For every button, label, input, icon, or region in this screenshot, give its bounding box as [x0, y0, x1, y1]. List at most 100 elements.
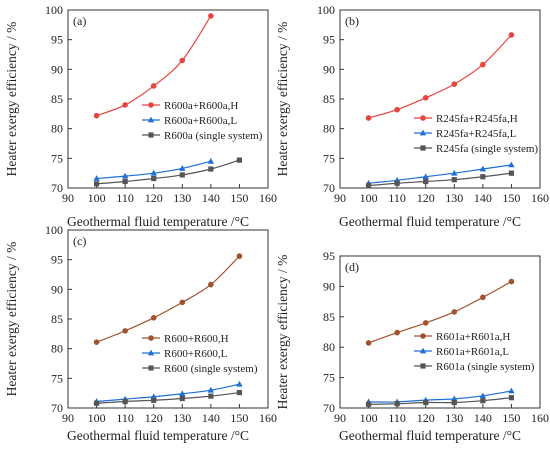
- legend-marker: [148, 132, 154, 138]
- data-point: [422, 95, 429, 101]
- legend-label: R245fa+R245fa,H: [436, 113, 518, 125]
- data-point: [122, 178, 128, 185]
- x-tick-label: 110: [388, 411, 406, 425]
- x-tick-label: 110: [116, 411, 134, 425]
- x-tick-label: 100: [88, 411, 106, 425]
- data-point: [394, 106, 400, 113]
- data-point: [451, 309, 458, 315]
- x-tick-label: 160: [259, 191, 277, 205]
- x-tick-label: 140: [202, 191, 220, 205]
- data-point: [93, 339, 100, 345]
- data-point: [423, 399, 429, 406]
- y-tick-label: 100: [45, 3, 63, 17]
- data-point: [365, 183, 372, 189]
- x-tick-label: 110: [116, 191, 134, 205]
- y-tick-label: 95: [323, 249, 335, 263]
- data-point: [451, 395, 458, 402]
- data-point: [150, 315, 157, 321]
- legend-label: R600a+R600a,L: [164, 115, 237, 127]
- data-point: [122, 102, 128, 108]
- y-tick-label: 85: [51, 92, 63, 106]
- legend-marker: [420, 115, 426, 121]
- x-tick-label: 150: [502, 191, 520, 205]
- y-tick-label: 90: [51, 62, 63, 76]
- x-tick-label: 110: [388, 191, 406, 205]
- data-point: [122, 328, 128, 334]
- y-tick-label: 90: [323, 62, 335, 76]
- y-tick-label: 90: [323, 279, 335, 293]
- x-tick-label: 160: [259, 411, 277, 425]
- legend-marker: [148, 365, 154, 371]
- legend-marker: [147, 349, 155, 356]
- x-tick-label: 160: [531, 411, 549, 425]
- y-tick-label: 70: [323, 401, 335, 415]
- data-point: [394, 329, 400, 336]
- x-tick-label: 120: [145, 191, 163, 205]
- y-tick-label: 80: [323, 122, 335, 136]
- y-tick-label: 85: [323, 310, 335, 324]
- data-point: [451, 81, 458, 87]
- panel-1: 90 100 110 120 130 140 150 160 70 75 80 85 90 95 100 (a…: [4, 3, 277, 229]
- y-tick-label: 70: [51, 181, 63, 195]
- data-point: [208, 166, 214, 172]
- legend-marker: [147, 116, 155, 123]
- data-point: [451, 169, 458, 176]
- legend-marker: [148, 102, 154, 108]
- legend-marker: [148, 335, 154, 341]
- data-point: [451, 177, 457, 183]
- y-tick-label: 80: [323, 340, 335, 354]
- x-tick-label: 90: [62, 411, 74, 425]
- x-tick-label: 120: [145, 411, 163, 425]
- data-point: [451, 399, 457, 406]
- y-tick-label: 70: [51, 401, 63, 415]
- y-axis-title: Heater exergy efficiency / %: [4, 22, 19, 177]
- series-line-1: [96, 255, 240, 343]
- data-point: [179, 390, 186, 397]
- data-point: [207, 386, 215, 393]
- x-tick-label: 160: [531, 191, 549, 205]
- data-point: [208, 13, 214, 19]
- data-point: [479, 392, 487, 399]
- y-tick-label: 95: [51, 253, 63, 267]
- data-point: [179, 299, 186, 306]
- legend-label: R601a+R601a,L: [436, 346, 509, 358]
- y-tick-label: 75: [51, 371, 63, 385]
- data-point: [207, 157, 215, 164]
- x-tick-label: 130: [445, 191, 463, 205]
- data-point: [480, 174, 486, 180]
- series-line-1: [368, 34, 512, 119]
- x-axis-title: Geothermal fluid temperature /°C: [67, 428, 249, 443]
- x-tick-label: 90: [334, 191, 346, 205]
- data-point: [508, 161, 515, 168]
- data-point: [508, 32, 515, 38]
- y-tick-label: 95: [323, 33, 335, 47]
- data-point: [150, 169, 157, 176]
- x-tick-label: 130: [173, 411, 191, 425]
- data-point: [394, 180, 400, 186]
- x-tick-label: 140: [474, 411, 492, 425]
- y-tick-label: 80: [51, 342, 63, 356]
- data-point: [236, 389, 243, 396]
- data-point: [93, 400, 100, 406]
- x-axis-title: Geothermal fluid temperature /°C: [67, 214, 249, 229]
- x-tick-label: 140: [202, 411, 220, 425]
- data-point: [236, 253, 243, 259]
- y-tick-label: 85: [323, 92, 335, 106]
- data-point: [479, 165, 487, 172]
- legend-label: R600a+R600a,H: [164, 100, 238, 112]
- data-point: [150, 83, 157, 89]
- x-tick-label: 150: [230, 191, 248, 205]
- y-axis-title: Heater exergy efficiency / %: [4, 242, 19, 397]
- data-point: [122, 398, 128, 405]
- x-tick-label: 130: [173, 191, 191, 205]
- data-point: [508, 278, 515, 285]
- data-point: [121, 172, 129, 179]
- y-axis-title: Heater exergy efficiency / %: [275, 22, 290, 177]
- y-tick-label: 100: [45, 223, 63, 237]
- legend-label: R245fa (single system): [436, 143, 538, 155]
- data-point: [423, 178, 429, 185]
- legend-label: R600+R600,H: [164, 333, 229, 345]
- panel-3: 90 100 110 120 130 140 150 160 70 75 80 85 90 95 100 (c…: [4, 223, 277, 443]
- data-point: [508, 170, 515, 176]
- data-point: [365, 115, 372, 121]
